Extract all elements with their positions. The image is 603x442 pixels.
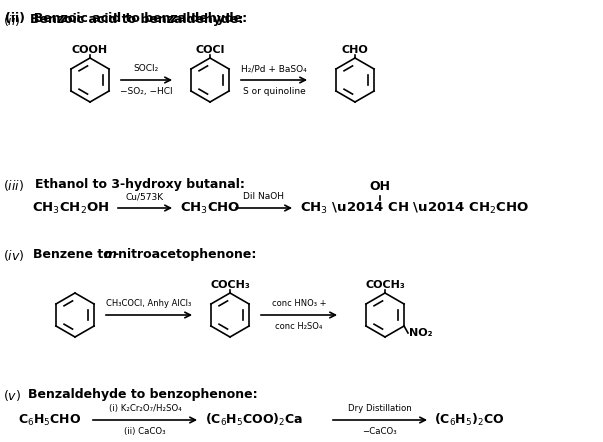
Text: -nitroacetophenone:: -nitroacetophenone: (113, 248, 256, 261)
Text: conc HNO₃ +: conc HNO₃ + (272, 299, 326, 308)
Text: COOH: COOH (72, 45, 108, 55)
Text: Benzaldehyde to benzophenone:: Benzaldehyde to benzophenone: (28, 388, 257, 401)
Text: $(v)$: $(v)$ (3, 388, 21, 403)
Text: $(iii)$: $(iii)$ (3, 178, 24, 193)
Text: −SO₂, −HCl: −SO₂, −HCl (120, 87, 173, 96)
Text: COCl: COCl (195, 45, 225, 55)
Text: COCH₃: COCH₃ (210, 280, 250, 290)
Text: (C$_6$H$_5$COO)$_2$Ca: (C$_6$H$_5$COO)$_2$Ca (205, 412, 303, 428)
Text: CH₃COCl, Anhy AlCl₃: CH₃COCl, Anhy AlCl₃ (106, 299, 192, 308)
Text: $(iv)$: $(iv)$ (3, 248, 25, 263)
Text: H₂/Pd + BaSO₄: H₂/Pd + BaSO₄ (241, 64, 307, 73)
Text: Dil NaOH: Dil NaOH (244, 192, 285, 201)
Text: CH$_3$ \u2014 CH \u2014 CH$_2$CHO: CH$_3$ \u2014 CH \u2014 CH$_2$CHO (300, 201, 529, 216)
Text: (ii) CaCO₃: (ii) CaCO₃ (124, 427, 166, 436)
Text: m: m (104, 248, 117, 261)
Text: Benzene to: Benzene to (33, 248, 116, 261)
Text: NO₂: NO₂ (409, 328, 432, 338)
Text: CHO: CHO (342, 45, 368, 55)
Text: SOCl₂: SOCl₂ (134, 64, 159, 73)
Text: (C$_6$H$_5$)$_2$CO: (C$_6$H$_5$)$_2$CO (434, 412, 504, 428)
Text: Ethanol to 3-hydroxy butanal:: Ethanol to 3-hydroxy butanal: (35, 178, 245, 191)
Text: OH: OH (370, 180, 391, 193)
Text: −CaCO₃: −CaCO₃ (362, 427, 397, 436)
Text: (i) K₂Cr₂O₇/H₂SO₄: (i) K₂Cr₂O₇/H₂SO₄ (109, 404, 182, 413)
Text: $(ii)$: $(ii)$ (3, 13, 21, 28)
Text: Benzoic acid to benzaldehyde:: Benzoic acid to benzaldehyde: (30, 13, 244, 26)
Text: C$_6$H$_5$CHO: C$_6$H$_5$CHO (18, 412, 81, 427)
Text: Cu/573K: Cu/573K (126, 192, 164, 201)
Text: (ii)  Benzoic acid to benzaldehyde:: (ii) Benzoic acid to benzaldehyde: (5, 12, 247, 25)
Text: CH$_3$CH$_2$OH: CH$_3$CH$_2$OH (32, 201, 110, 216)
Text: S or quinoline: S or quinoline (242, 87, 305, 96)
Text: CH$_3$CHO: CH$_3$CHO (180, 201, 241, 216)
Text: Dry Distillation: Dry Distillation (348, 404, 412, 413)
Text: conc H₂SO₄: conc H₂SO₄ (276, 322, 323, 331)
Text: COCH₃: COCH₃ (365, 280, 405, 290)
Text: (: ( (5, 12, 10, 25)
